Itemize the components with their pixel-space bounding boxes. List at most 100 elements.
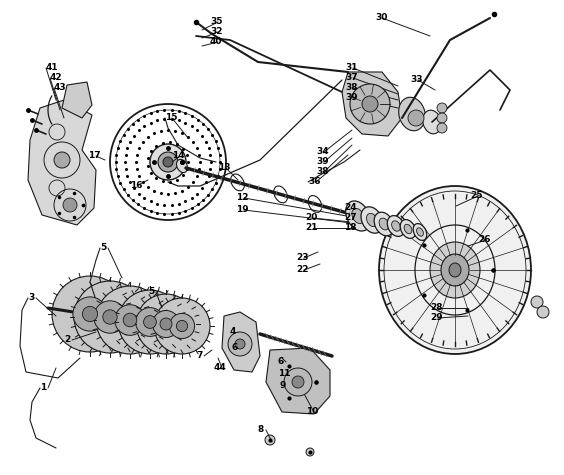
Circle shape — [114, 304, 146, 335]
Circle shape — [537, 306, 549, 318]
Ellipse shape — [177, 160, 187, 172]
Ellipse shape — [391, 221, 400, 231]
Circle shape — [531, 296, 543, 308]
Circle shape — [74, 281, 146, 353]
Ellipse shape — [374, 212, 394, 236]
Text: 40: 40 — [210, 38, 223, 47]
Text: 39: 39 — [316, 158, 329, 167]
Polygon shape — [222, 312, 260, 372]
Circle shape — [136, 294, 196, 354]
Text: 35: 35 — [210, 18, 223, 27]
Circle shape — [150, 144, 186, 180]
Circle shape — [169, 314, 195, 339]
Text: 22: 22 — [296, 266, 309, 275]
Polygon shape — [62, 82, 92, 118]
Text: 5: 5 — [148, 287, 154, 296]
Text: 24: 24 — [344, 203, 356, 212]
Text: 9: 9 — [280, 381, 287, 390]
Text: 6: 6 — [278, 358, 284, 367]
Circle shape — [228, 332, 252, 356]
Text: 13: 13 — [218, 163, 231, 172]
Circle shape — [152, 311, 179, 338]
Ellipse shape — [399, 97, 425, 131]
Text: 4: 4 — [230, 327, 236, 336]
Circle shape — [73, 297, 107, 331]
Circle shape — [160, 318, 172, 330]
Ellipse shape — [379, 218, 389, 230]
Polygon shape — [28, 100, 96, 225]
Circle shape — [118, 290, 182, 354]
Text: 33: 33 — [410, 76, 422, 85]
Text: 21: 21 — [305, 224, 318, 232]
Ellipse shape — [413, 224, 427, 240]
Text: 19: 19 — [236, 206, 249, 215]
Circle shape — [292, 376, 304, 388]
Text: 27: 27 — [344, 213, 356, 222]
Circle shape — [158, 152, 178, 172]
Text: 26: 26 — [478, 236, 491, 245]
Text: 15: 15 — [165, 114, 178, 123]
Circle shape — [235, 339, 245, 349]
Text: 28: 28 — [430, 304, 443, 313]
Text: 7: 7 — [196, 352, 202, 361]
Text: 18: 18 — [344, 224, 356, 232]
Text: 43: 43 — [54, 84, 67, 93]
Ellipse shape — [400, 219, 416, 238]
Circle shape — [103, 310, 117, 324]
Text: 3: 3 — [28, 294, 34, 303]
Text: 37: 37 — [345, 74, 358, 83]
Polygon shape — [266, 348, 330, 414]
Polygon shape — [342, 72, 402, 136]
Text: 14: 14 — [172, 152, 184, 161]
Text: 44: 44 — [214, 363, 227, 372]
Ellipse shape — [346, 201, 371, 231]
Text: 41: 41 — [46, 64, 59, 73]
Ellipse shape — [430, 242, 480, 298]
Text: 16: 16 — [130, 180, 143, 190]
Text: 1: 1 — [40, 383, 46, 392]
Ellipse shape — [423, 110, 441, 134]
Text: 12: 12 — [236, 193, 249, 202]
Ellipse shape — [404, 224, 412, 234]
Circle shape — [437, 113, 447, 123]
Text: 5: 5 — [100, 244, 106, 253]
Text: 23: 23 — [296, 254, 309, 263]
Circle shape — [52, 276, 128, 352]
Text: 11: 11 — [278, 370, 290, 379]
Ellipse shape — [417, 228, 424, 236]
Text: 20: 20 — [305, 213, 318, 222]
Text: 17: 17 — [88, 152, 100, 161]
Text: 25: 25 — [470, 191, 482, 200]
Circle shape — [135, 308, 164, 336]
Text: 36: 36 — [308, 178, 320, 187]
Ellipse shape — [387, 216, 405, 237]
Circle shape — [54, 152, 70, 168]
Ellipse shape — [367, 213, 377, 227]
Circle shape — [284, 368, 312, 396]
Text: 30: 30 — [375, 13, 387, 22]
Circle shape — [154, 298, 210, 354]
Text: 32: 32 — [210, 28, 223, 37]
Ellipse shape — [441, 254, 469, 286]
Circle shape — [177, 321, 188, 332]
Circle shape — [123, 313, 137, 327]
Circle shape — [437, 103, 447, 113]
Circle shape — [265, 435, 275, 445]
Circle shape — [163, 157, 173, 167]
Circle shape — [63, 198, 77, 212]
Circle shape — [408, 110, 424, 126]
Circle shape — [350, 84, 390, 124]
Text: 29: 29 — [430, 314, 443, 323]
Circle shape — [306, 448, 314, 456]
Circle shape — [96, 286, 164, 354]
Circle shape — [82, 306, 98, 322]
Text: 42: 42 — [50, 74, 63, 83]
Text: 10: 10 — [306, 408, 318, 417]
Text: 34: 34 — [316, 148, 329, 156]
Ellipse shape — [449, 263, 461, 277]
Circle shape — [437, 123, 447, 133]
Text: 38: 38 — [316, 168, 328, 177]
Text: 8: 8 — [258, 426, 265, 435]
Text: 31: 31 — [345, 64, 358, 73]
Text: 38: 38 — [345, 84, 358, 93]
